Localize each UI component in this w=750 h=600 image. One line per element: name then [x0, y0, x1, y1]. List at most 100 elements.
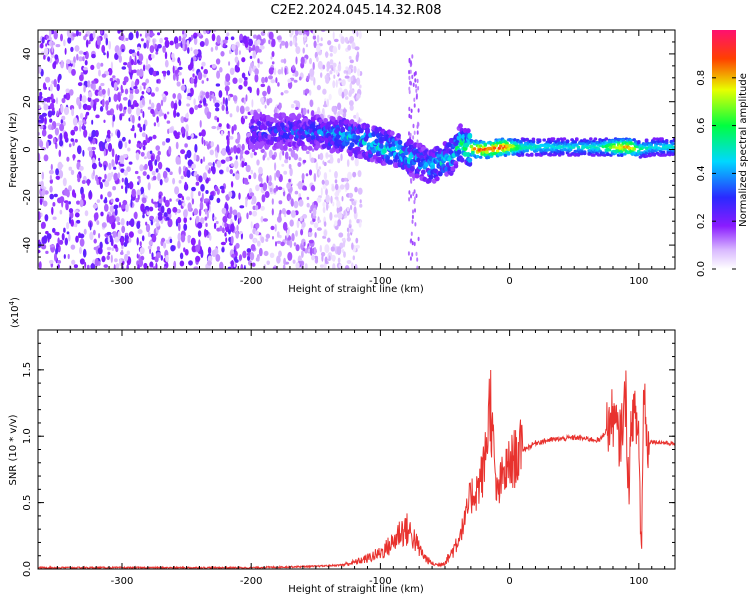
spectrogram-noise-speck	[299, 216, 303, 222]
spectrogram-noise-speck	[49, 174, 53, 181]
spectrogram-noise-speck	[297, 162, 302, 167]
spectrogram-noise-speck	[185, 124, 189, 133]
spectrogram-noise-speck	[302, 159, 307, 163]
spectrogram-noise-speck	[415, 251, 418, 257]
spectrogram-noise-speck	[225, 110, 229, 115]
spectrogram-noise-speck	[411, 214, 414, 220]
spectrogram-ridge-mark	[472, 147, 477, 151]
spectrogram-noise-speck	[288, 164, 292, 169]
spectrogram-noise-speck	[293, 242, 297, 247]
spectrogram-noise-speck	[246, 248, 252, 253]
spectrogram-ridge-mark	[469, 144, 474, 148]
spectrogram-noise-speck	[322, 88, 327, 95]
spectrogram-noise-speck	[253, 172, 257, 180]
spectrogram-noise-speck	[84, 210, 89, 217]
spectrogram-ridge-mark	[632, 147, 636, 151]
spectrogram-noise-speck	[313, 173, 317, 182]
spectrogram-noise-speck	[408, 197, 411, 202]
spectrogram-ridge-mark	[576, 145, 581, 149]
spectrogram-ridge-mark	[564, 148, 568, 152]
spectrogram-noise-speck	[343, 251, 346, 258]
spectrogram-noise-speck	[203, 198, 210, 202]
spectrogram-noise-speck	[215, 220, 219, 225]
spectrogram-noise-speck	[251, 99, 254, 108]
spectrogram-noise-speck	[38, 153, 41, 162]
spectrogram-noise-speck	[107, 134, 111, 139]
spectrogram-noise-speck	[415, 84, 417, 89]
spectrogram-noise-speck	[50, 163, 53, 171]
spectrogram-ridge-mark	[664, 139, 669, 143]
spectrogram-ridge-mark	[296, 113, 302, 119]
x-tick-label: -200	[240, 276, 263, 287]
spectrogram-noise-speck	[161, 112, 165, 116]
spectrogram-noise-speck	[165, 262, 169, 269]
spectrogram-noise-speck	[215, 254, 221, 262]
spectrogram-noise-speck	[352, 255, 355, 261]
spectrogram-noise-speck	[151, 54, 155, 59]
spectrogram-noise-speck	[122, 154, 128, 158]
spectrogram-noise-speck	[316, 197, 322, 203]
spectrogram-noise-speck	[315, 256, 319, 261]
spectrogram-noise-speck	[242, 35, 248, 44]
spectrogram-noise-speck	[215, 83, 221, 87]
spectrogram-noise-speck	[41, 36, 45, 44]
spectrogram-noise-speck	[359, 203, 363, 208]
spectrogram-noise-speck	[283, 90, 289, 94]
spectrogram-noise-speck	[331, 185, 335, 192]
spectrogram-noise-speck	[225, 156, 230, 162]
spectrogram-noise-speck	[266, 175, 269, 184]
spectrogram-noise-speck	[60, 119, 63, 124]
spectrogram-noise-speck	[160, 255, 163, 261]
spectrogram-noise-speck	[68, 185, 72, 192]
spectrogram-ridge-mark	[623, 152, 627, 156]
spectrogram-noise-speck	[156, 116, 159, 124]
spectrogram-noise-speck	[260, 205, 265, 211]
spectrogram-noise-speck	[140, 151, 145, 157]
spectrogram-noise-speck	[140, 38, 144, 42]
spectrogram-noise-speck	[206, 143, 210, 150]
spectrogram-noise-speck	[315, 44, 321, 52]
spectrogram-noise-speck	[126, 263, 129, 269]
spectrogram-noise-speck	[408, 86, 411, 92]
spectrogram-noise-speck	[57, 260, 62, 264]
spectrogram-noise-speck	[264, 76, 268, 83]
spectrogram-noise-speck	[319, 244, 322, 253]
spectrogram-noise-speck	[359, 199, 362, 204]
spectrogram-noise-speck	[44, 116, 47, 125]
spectrogram-noise-speck	[320, 72, 323, 78]
spectrogram-noise-speck	[196, 32, 202, 37]
spectrogram-ridge-mark	[637, 141, 641, 145]
spectrogram-noise-speck	[225, 73, 231, 82]
spectrogram-noise-speck	[270, 225, 275, 231]
spectrogram-noise-speck	[271, 154, 276, 160]
spectrogram-noise-speck	[38, 132, 41, 136]
spectrogram-noise-speck	[302, 107, 307, 116]
y-tick-label: 0	[22, 146, 33, 152]
spectrogram-noise-speck	[97, 247, 103, 255]
spectrogram-noise-speck	[164, 37, 169, 41]
spectrogram-noise-speck	[409, 80, 412, 86]
spectrogram-noise-speck	[142, 111, 145, 118]
spectrogram-noise-speck	[44, 86, 47, 90]
spectrogram-noise-speck	[324, 244, 330, 254]
spectrogram-noise-speck	[192, 73, 195, 78]
spectrogram-noise-speck	[114, 208, 118, 216]
spectrogram-noise-speck	[151, 170, 156, 176]
spectrogram-noise-speck	[294, 30, 299, 36]
spectrogram-noise-speck	[211, 33, 216, 42]
spectrogram-noise-speck	[186, 196, 191, 201]
spectrogram-noise-speck	[337, 211, 343, 220]
spectrogram-noise-speck	[47, 56, 51, 62]
spectrogram-noise-speck	[152, 175, 157, 181]
spectrogram-ridge-mark	[340, 126, 346, 132]
spectrogram-noise-speck	[291, 30, 294, 36]
spectrogram-ridge-mark	[377, 156, 383, 162]
spectrogram-noise-speck	[185, 154, 188, 160]
spectrogram-noise-speck	[342, 239, 346, 248]
spectrogram-noise-speck	[111, 148, 115, 158]
spectrogram-noise-speck	[186, 40, 190, 47]
spectrogram-ridge-mark	[414, 173, 420, 179]
spectrogram-noise-speck	[50, 93, 54, 101]
spectrogram-ridge-mark	[408, 139, 414, 145]
spectrogram-noise-speck	[312, 30, 316, 36]
